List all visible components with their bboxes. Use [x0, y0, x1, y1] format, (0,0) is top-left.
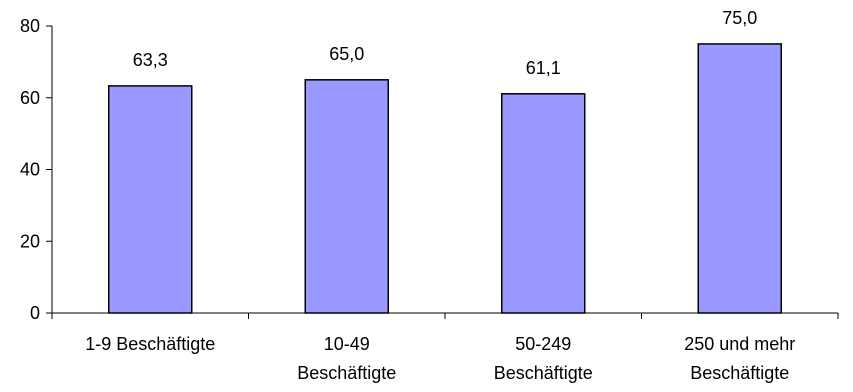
x-tick-label: Beschäftigte: [297, 363, 396, 383]
bar: [304, 79, 389, 314]
data-labels: 63,3 65,0 61,1 75,0: [133, 8, 758, 78]
x-tick-label: 50-249: [515, 334, 571, 354]
x-tick-label: 10-49: [324, 334, 370, 354]
data-label: 63,3: [133, 50, 168, 70]
y-tick-label: 60: [20, 88, 40, 108]
x-tick-label: 1-9 Beschäftigte: [85, 334, 215, 354]
y-tick-label: 40: [20, 160, 40, 180]
bar: [108, 85, 193, 314]
y-tick-label: 0: [30, 303, 40, 323]
y-tick-label: 80: [20, 16, 40, 36]
x-tick-label: Beschäftigte: [690, 363, 789, 383]
bar: [501, 93, 586, 314]
bars: [108, 43, 782, 314]
x-tick-label: 250 und mehr: [684, 334, 795, 354]
y-tick-label: 20: [20, 231, 40, 251]
x-axis: [51, 312, 839, 319]
data-label: 61,1: [526, 58, 561, 78]
y-axis: 0 20 40 60 80: [20, 16, 53, 323]
data-label: 75,0: [722, 8, 757, 28]
data-label: 65,0: [329, 44, 364, 64]
bar: [697, 43, 782, 314]
x-tick-label: Beschäftigte: [494, 363, 593, 383]
category-labels: 1-9 Beschäftigte 10-49 Beschäftigte 50-249 B…: [85, 334, 795, 383]
